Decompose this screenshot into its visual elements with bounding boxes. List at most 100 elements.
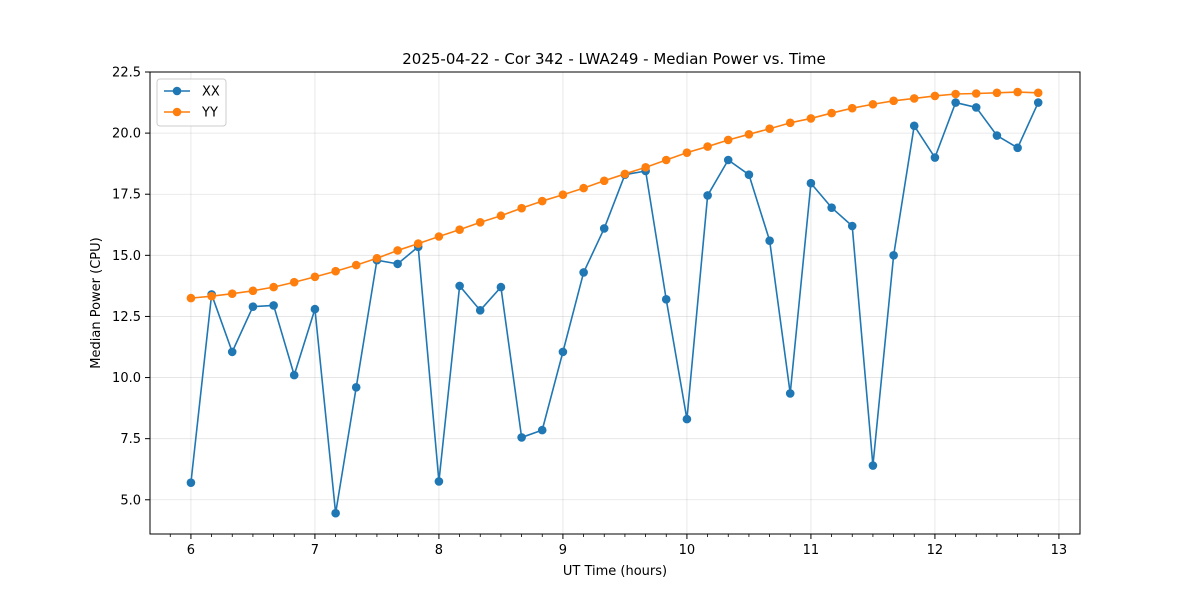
data-point-xx	[331, 508, 340, 518]
x-tick-label: 11	[803, 543, 820, 558]
data-point-yy	[1033, 88, 1043, 98]
data-point-yy	[558, 190, 568, 200]
data-point-yy	[351, 260, 361, 270]
data-point-xx	[661, 295, 671, 304]
data-point-yy	[806, 114, 816, 123]
data-point-xx	[744, 170, 754, 179]
data-point-yy	[682, 148, 692, 157]
x-tick-label: 10	[679, 543, 696, 558]
x-tick-label: 12	[927, 543, 944, 558]
y-tick-label: 17.5	[112, 188, 141, 203]
data-point-yy	[475, 218, 485, 227]
x-tick-label: 7	[311, 543, 319, 558]
data-point-xx	[909, 121, 919, 131]
data-point-xx	[289, 370, 299, 380]
data-point-yy	[889, 96, 898, 106]
data-point-yy	[207, 291, 216, 301]
data-point-yy	[1013, 87, 1022, 97]
data-point-xx	[847, 221, 857, 231]
series-yy	[186, 87, 1043, 303]
data-point-yy	[537, 196, 547, 206]
data-point-xx	[496, 282, 506, 292]
data-point-yy	[744, 130, 754, 139]
data-point-xx	[393, 259, 402, 269]
data-point-xx	[806, 178, 816, 188]
data-point-yy	[455, 225, 464, 234]
data-point-xx	[971, 103, 981, 112]
data-point-xx	[889, 251, 898, 260]
data-point-yy	[227, 289, 237, 299]
data-point-xx	[703, 191, 712, 200]
data-point-xx	[785, 389, 795, 398]
y-tick-label: 5.0	[120, 493, 141, 508]
data-point-xx	[765, 236, 774, 245]
data-point-yy	[951, 89, 960, 99]
data-point-yy	[599, 176, 609, 186]
data-point-xx	[351, 383, 361, 392]
data-point-yy	[641, 163, 650, 172]
data-point-yy	[847, 103, 857, 113]
legend-swatch-marker	[172, 107, 182, 117]
chart-title: 2025-04-22 - Cor 342 - LWA249 - Median P…	[402, 50, 826, 68]
y-axis-label: Median Power (CPU)	[89, 237, 104, 368]
data-point-xx	[599, 224, 609, 233]
data-point-xx	[1013, 143, 1022, 153]
series-xx	[186, 98, 1043, 518]
plot-frame	[149, 71, 1081, 535]
data-point-yy	[620, 169, 630, 179]
legend-item-xx: XX	[164, 85, 220, 100]
legend-label: YY	[201, 106, 218, 121]
data-point-xx	[475, 306, 485, 315]
data-point-xx	[269, 301, 278, 310]
data-point-yy	[765, 124, 774, 134]
x-tick-label: 9	[559, 543, 567, 558]
data-point-xx	[248, 302, 258, 311]
data-point-yy	[186, 293, 196, 303]
data-point-xx	[310, 304, 320, 314]
data-point-yy	[579, 183, 588, 193]
data-point-yy	[909, 94, 919, 103]
grid	[150, 71, 1080, 534]
data-point-yy	[496, 211, 506, 221]
y-tick-label: 20.0	[112, 127, 141, 142]
legend: XX YY	[156, 78, 227, 127]
data-point-yy	[434, 232, 444, 241]
data-point-yy	[992, 88, 1002, 98]
y-tick-label: 15.0	[112, 249, 141, 264]
data-point-xx	[537, 425, 547, 435]
data-point-xx	[682, 414, 692, 424]
data-point-xx	[517, 433, 526, 442]
data-point-xx	[992, 131, 1002, 140]
data-point-yy	[868, 99, 878, 109]
data-point-yy	[517, 203, 526, 213]
data-point-yy	[661, 155, 671, 165]
data-point-xx	[434, 477, 444, 486]
data-point-yy	[248, 286, 258, 296]
y-tick-label: 7.5	[120, 432, 141, 447]
legend-label: XX	[202, 85, 220, 100]
axes: 6 7 8 9 10 11 12 13 5.0 7.5 10.0 12.5 15.0 17.5 20.0 22…	[112, 66, 1067, 559]
data-point-yy	[703, 142, 712, 151]
x-axis-label: UT Time (hours)	[563, 564, 667, 579]
plot-series	[186, 87, 1043, 518]
y-tick-label: 10.0	[112, 371, 141, 386]
data-point-yy	[723, 135, 733, 145]
data-point-yy	[269, 282, 278, 292]
legend-item-yy: YY	[164, 106, 218, 121]
data-point-yy	[289, 277, 299, 287]
legend-swatch-marker	[172, 86, 182, 96]
data-point-yy	[827, 108, 836, 118]
data-point-xx	[723, 155, 733, 165]
data-point-xx	[1033, 98, 1043, 107]
data-point-xx	[227, 347, 237, 357]
data-point-xx	[186, 478, 196, 487]
y-tick-label: 12.5	[112, 310, 141, 325]
data-point-yy	[413, 239, 423, 248]
x-tick-label: 13	[1051, 543, 1068, 558]
data-point-yy	[971, 89, 981, 98]
data-point-yy	[331, 266, 340, 276]
data-point-xx	[827, 203, 836, 212]
data-point-yy	[310, 272, 320, 282]
data-point-xx	[951, 98, 960, 107]
